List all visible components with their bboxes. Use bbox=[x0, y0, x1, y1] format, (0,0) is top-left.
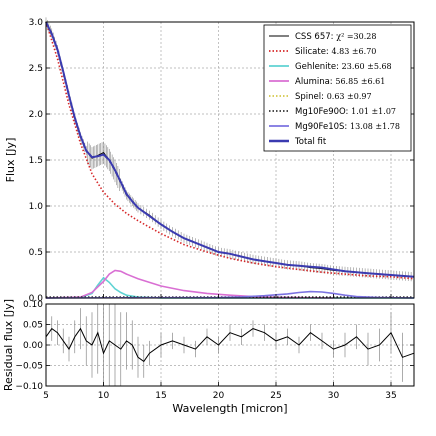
legend-value: 4.83 ±6.70 bbox=[332, 47, 377, 56]
legend: CSS 657: χ² =30.28 Silicate: 4.83 ±6.70 Ge… bbox=[263, 24, 412, 152]
legend-label: Spinel: 0.63 ±0.97 bbox=[295, 92, 372, 102]
y-tick-label: 1.0 bbox=[29, 202, 44, 212]
x-tick-label: 20 bbox=[213, 391, 225, 401]
x-tick-label: 25 bbox=[270, 391, 281, 401]
y-tick-label: −0.05 bbox=[15, 362, 43, 372]
legend-value: 23.60 ±5.68 bbox=[342, 62, 392, 71]
series-line-7 bbox=[45, 21, 415, 278]
x-tick-label: 30 bbox=[328, 391, 340, 401]
y-tick-label: 0.00 bbox=[23, 341, 43, 351]
legend-label: Total fit bbox=[294, 137, 327, 147]
x-tick-label: 5 bbox=[43, 391, 49, 401]
residual-y-axis-label: Residual flux [Jy] bbox=[2, 299, 15, 391]
y-tick-label: 3.0 bbox=[29, 18, 44, 28]
legend-label: Mg10Fe90O: 1.01 ±1.07 bbox=[295, 107, 396, 117]
residual-y-ticks: −0.10 −0.05 0.00 0.05 0.10 bbox=[15, 300, 414, 392]
residual-panel: −0.10 −0.05 0.00 0.05 0.10 5 10 15 20 25 30 35 Res… bbox=[2, 299, 415, 415]
legend-label: CSS 657: χ² =30.28 bbox=[295, 32, 376, 42]
y-tick-label: 0.0 bbox=[29, 294, 44, 304]
legend-value: 13.08 ±1.78 bbox=[350, 122, 400, 131]
legend-value: 1.01 ±1.07 bbox=[351, 107, 396, 116]
legend-label: Alumina: 56.85 ±6.61 bbox=[295, 77, 385, 87]
y-tick-label: 2.0 bbox=[29, 110, 44, 120]
flux-y-ticks: 0.0 0.5 1.0 1.5 2.0 2.5 3.0 bbox=[29, 18, 414, 304]
legend-value: 56.85 ±6.61 bbox=[335, 77, 385, 86]
flux-y-axis-label: Flux [Jy] bbox=[4, 138, 17, 183]
y-tick-label: 0.5 bbox=[29, 248, 43, 258]
legend-label: Mg90Fe10S: 13.08 ±1.78 bbox=[295, 122, 400, 132]
x-axis-label: Wavelength [micron] bbox=[172, 402, 287, 415]
residual-x-ticks: 5 10 15 20 25 30 35 bbox=[43, 382, 397, 401]
legend-box bbox=[263, 24, 412, 152]
y-tick-label: 2.5 bbox=[29, 64, 43, 74]
legend-value: χ² =30.28 bbox=[336, 32, 376, 41]
y-tick-label: 1.5 bbox=[29, 156, 43, 166]
legend-value: 0.63 ±0.97 bbox=[327, 92, 372, 101]
x-tick-label: 35 bbox=[385, 391, 396, 401]
y-tick-label: 0.05 bbox=[23, 321, 43, 331]
legend-label: Silicate: 4.83 ±6.70 bbox=[295, 47, 376, 57]
series-line-6 bbox=[45, 290, 415, 299]
x-tick-label: 10 bbox=[98, 391, 110, 401]
y-tick-label: 0.10 bbox=[23, 300, 43, 310]
residual-line bbox=[45, 327, 415, 363]
x-tick-label: 15 bbox=[155, 391, 166, 401]
residual-series bbox=[45, 327, 415, 363]
y-tick-label: −0.10 bbox=[15, 382, 43, 392]
legend-label: Gehlenite: 23.60 ±5.68 bbox=[295, 62, 392, 72]
